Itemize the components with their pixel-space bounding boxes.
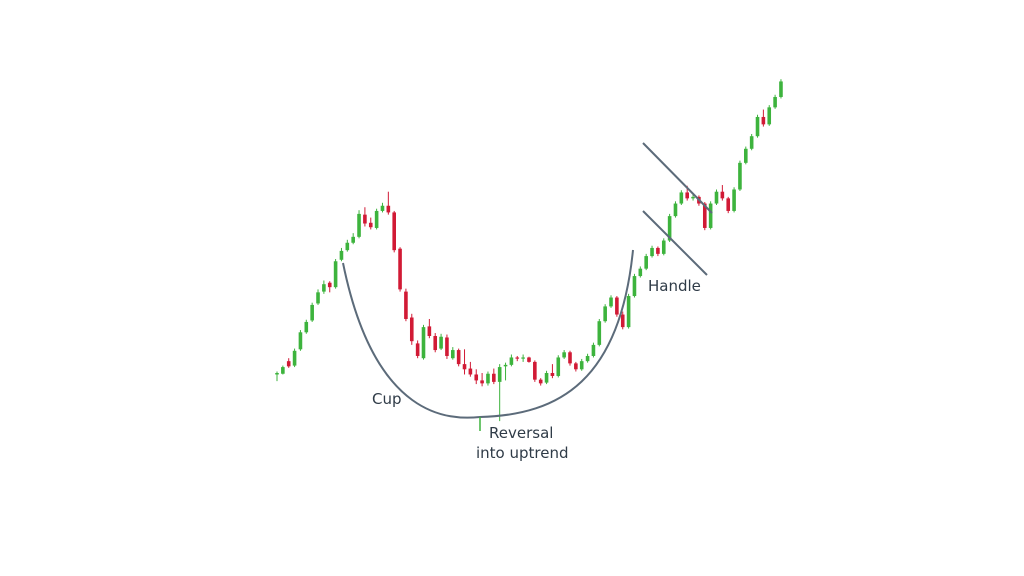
cup-label: Cup <box>372 390 402 408</box>
candle-body-up <box>333 261 338 288</box>
candle-body-up <box>679 192 684 204</box>
candle-body-up <box>626 296 631 328</box>
candle-body-down <box>427 326 432 336</box>
candle-body-up <box>579 361 584 370</box>
candle-body-down <box>538 379 543 384</box>
candle-body-down <box>615 297 619 315</box>
uptrend-label: into uptrend <box>476 444 569 462</box>
candle-body-up <box>421 327 426 359</box>
candle-body-up <box>708 203 713 228</box>
handle-lower-trendline <box>642 210 708 276</box>
candle-body-up <box>755 116 760 137</box>
candle-body-up <box>738 162 742 190</box>
candle-body-down <box>492 373 496 382</box>
candle-body-down <box>386 205 391 213</box>
candle-body-up <box>281 367 285 374</box>
candle-body-up <box>661 240 666 254</box>
candle-body-down <box>720 191 725 199</box>
candle-body-up <box>691 196 695 199</box>
candle-body-up <box>509 357 514 365</box>
candle-body-up <box>632 276 637 297</box>
handle-upper-trendline <box>642 142 713 214</box>
candle-body-up <box>585 355 590 362</box>
candle-body-down <box>468 368 473 375</box>
candle-body-up <box>486 373 490 384</box>
candle-body-up <box>351 236 355 243</box>
candle-body-down <box>286 361 291 367</box>
candle-body-up <box>380 205 385 211</box>
candle-body-down <box>363 214 367 224</box>
candle-body-up <box>310 304 314 321</box>
candle-body-down <box>656 247 660 254</box>
candle-body-up <box>556 357 561 376</box>
candle-body-down <box>574 363 578 370</box>
candle-body-down <box>515 357 520 359</box>
reversal-label: Reversal <box>489 424 553 442</box>
candle-body-up <box>503 364 508 367</box>
candle-body-up <box>597 321 602 345</box>
candle-body-up <box>638 268 643 277</box>
candle-body-up <box>591 344 596 356</box>
candle-body-down <box>480 380 484 384</box>
candle-body-down <box>398 248 402 290</box>
candle-body-up <box>275 373 279 375</box>
candle-body-up <box>544 373 549 383</box>
candles-group <box>275 79 783 422</box>
candle-body-down <box>433 336 438 351</box>
candle-body-up <box>345 242 350 251</box>
handle-label: Handle <box>648 277 701 295</box>
candle-body-down <box>761 116 766 125</box>
candle-body-up <box>644 256 648 269</box>
candle-body-down <box>445 337 449 356</box>
candle-body-up <box>603 306 607 322</box>
candle-body-up <box>650 247 654 257</box>
candle-body-down <box>462 364 467 370</box>
candle-body-up <box>609 297 613 307</box>
candle-body-down <box>327 282 332 288</box>
candle-body-down <box>620 314 625 328</box>
candle-body-down <box>726 198 731 211</box>
candle-body-up <box>374 210 379 228</box>
candle-body-down <box>550 373 555 376</box>
candle-body-up <box>744 148 748 163</box>
candle-body-down <box>685 192 689 199</box>
candle-body-up <box>521 357 525 359</box>
candle-body-down <box>474 374 479 381</box>
candle-body-up <box>667 216 672 241</box>
candle-body-down <box>409 317 414 342</box>
candle-body-up <box>497 367 502 382</box>
candle-body-up <box>749 136 754 149</box>
candle-body-up <box>767 107 772 125</box>
candle-body-up <box>357 213 361 237</box>
candle-body-up <box>562 352 566 358</box>
candle-body-up <box>673 203 678 217</box>
candle-body-down <box>702 203 707 228</box>
candle-body-down <box>456 350 461 365</box>
candle-body-up <box>298 332 303 350</box>
candle-body-up <box>322 284 326 292</box>
candle-body-down <box>368 222 373 228</box>
candle-body-up <box>779 81 783 97</box>
candle-body-up <box>714 191 719 204</box>
candle-body-down <box>527 357 531 362</box>
candle-body-down <box>404 291 408 319</box>
candle-body-up <box>439 336 443 349</box>
candle-body-down <box>568 352 572 364</box>
candle-body-up <box>304 321 309 333</box>
candle-body-up <box>339 250 344 260</box>
candle-body-up <box>773 96 777 108</box>
candle-body-down <box>533 361 537 380</box>
candle-body-up <box>292 350 297 366</box>
candle-body-up <box>732 189 736 211</box>
candle-body-up <box>316 292 320 304</box>
candle-body-down <box>415 343 420 356</box>
candle-body-up <box>451 350 455 359</box>
candle-body-down <box>392 212 396 251</box>
